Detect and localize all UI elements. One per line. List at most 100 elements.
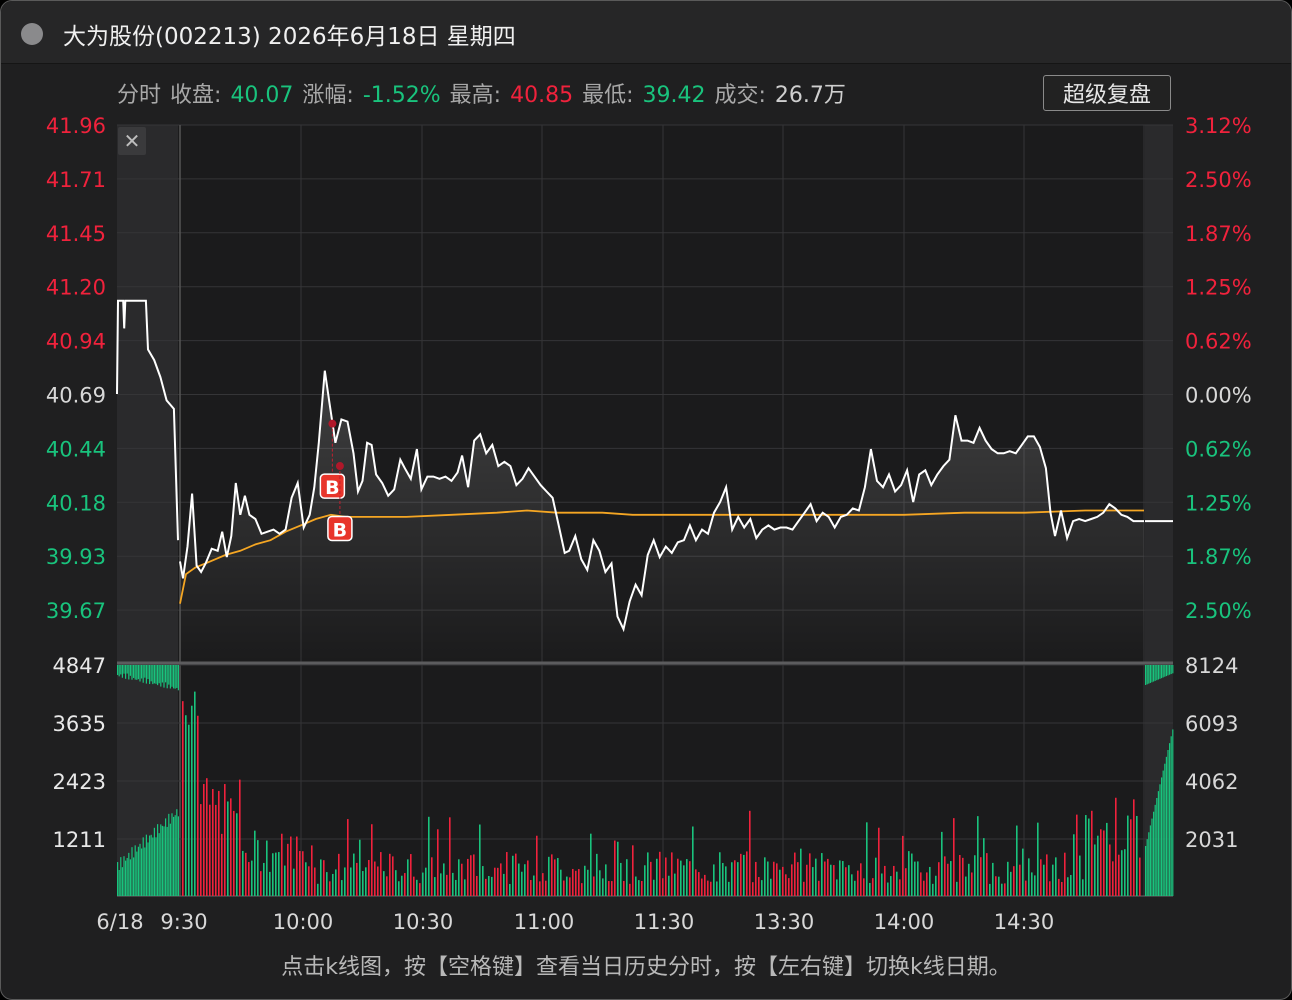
volume-bar — [341, 880, 343, 896]
volume-bar — [121, 665, 123, 678]
volume-bar — [139, 843, 141, 896]
volume-bar — [773, 861, 775, 896]
volume-bar — [692, 826, 694, 896]
volume-bar — [1145, 665, 1147, 685]
super-review-button[interactable]: 超级复盘 — [1043, 75, 1171, 111]
volume-bar — [163, 665, 165, 688]
volume-bar — [944, 856, 946, 896]
volume-bar — [734, 860, 736, 896]
volume-bar — [653, 879, 655, 896]
volume-bar — [269, 871, 271, 896]
volume-bar — [380, 852, 382, 896]
volume-bar — [176, 809, 178, 896]
volume-bar — [512, 855, 514, 896]
volume-bar — [314, 867, 316, 896]
volume-bar — [1149, 665, 1151, 683]
volume-bar — [377, 866, 379, 896]
volume-bar — [698, 872, 700, 896]
volume-bar — [296, 836, 298, 896]
volume-bar — [470, 855, 472, 896]
volume-bar — [503, 873, 505, 896]
volume-bar — [776, 863, 778, 896]
volume-bar — [182, 701, 184, 896]
volume-bar — [389, 853, 391, 896]
volume-bar — [215, 804, 217, 896]
volume-bar — [719, 852, 721, 896]
volume-bar — [401, 875, 403, 896]
close-overlay-button[interactable]: ✕ — [118, 127, 146, 155]
volume-bar — [947, 863, 949, 896]
volume-bar — [581, 883, 583, 896]
volume-bar — [614, 840, 616, 896]
volume-bar — [524, 864, 526, 896]
volume-bar — [725, 866, 727, 896]
volume-bar — [311, 845, 313, 896]
close-value: 40.07 — [230, 83, 294, 108]
trade-marker-badge: B — [327, 515, 353, 541]
window-close-dot[interactable] — [21, 23, 43, 45]
volume-bar — [812, 867, 814, 896]
volume-bar — [770, 878, 772, 896]
volume-bar — [152, 665, 154, 685]
mode-label: 分时 — [117, 83, 162, 108]
volume-bar — [147, 665, 149, 680]
pre-market-price-line — [116, 299, 179, 541]
volume-bar — [359, 839, 361, 896]
volume-bar — [1031, 872, 1033, 896]
volume-bar — [1156, 798, 1158, 896]
volume-bar — [177, 816, 179, 896]
volume-bar — [1169, 665, 1171, 675]
trade-marker-dot — [328, 419, 337, 428]
volume-bar — [245, 852, 247, 896]
volume-bar — [611, 881, 613, 896]
price-tick-label: 40.18 — [46, 491, 106, 515]
percent-tick-label: 1.25% — [1185, 491, 1252, 515]
volume-bar — [317, 883, 319, 896]
volume-bar — [779, 869, 781, 896]
percent-tick-label: 3.12% — [1185, 114, 1252, 138]
volume-bar — [1162, 665, 1164, 678]
volume-bar — [168, 665, 170, 685]
volume-bar — [176, 665, 178, 688]
volume-bar — [1157, 791, 1159, 896]
volume-bar — [287, 843, 289, 896]
volume-bar — [191, 705, 193, 896]
volume-bar — [1157, 665, 1159, 680]
volume-bar — [1124, 849, 1126, 896]
volume-bar — [890, 876, 892, 896]
volume-bar — [1106, 822, 1108, 896]
volume-bar — [479, 824, 481, 896]
volume-bar — [626, 859, 628, 896]
volume-bar — [431, 857, 433, 896]
volume-bar — [746, 851, 748, 896]
volume-bar — [153, 665, 155, 684]
volume-bar — [1170, 665, 1172, 675]
volume-bar — [674, 873, 676, 896]
volume-bar — [1170, 736, 1172, 896]
volume-bar — [236, 813, 238, 896]
volume-bar — [407, 859, 409, 896]
volume-bar — [866, 822, 868, 896]
volume-bar — [1156, 665, 1158, 681]
volume-bar — [260, 871, 262, 896]
volume-bar — [956, 881, 958, 896]
close-label: 收盘: — [170, 83, 222, 108]
volume-bar — [128, 665, 130, 680]
volume-bar — [488, 875, 490, 896]
volume-bar — [572, 868, 574, 896]
volume-bar — [1058, 878, 1060, 896]
volume-bar — [173, 816, 175, 896]
volume-bar — [419, 883, 421, 896]
volume-bar — [557, 858, 559, 896]
volume-bar — [251, 860, 253, 896]
volume-bar — [446, 874, 448, 896]
post-market-shade — [1145, 125, 1173, 896]
volume-bar — [569, 877, 571, 896]
volume-bar — [203, 784, 205, 896]
volume-bar — [150, 834, 152, 896]
volume-bar — [434, 877, 436, 896]
trade-marker-label: B — [333, 519, 347, 541]
volume-bar — [713, 864, 715, 896]
volume-bar — [197, 715, 199, 896]
